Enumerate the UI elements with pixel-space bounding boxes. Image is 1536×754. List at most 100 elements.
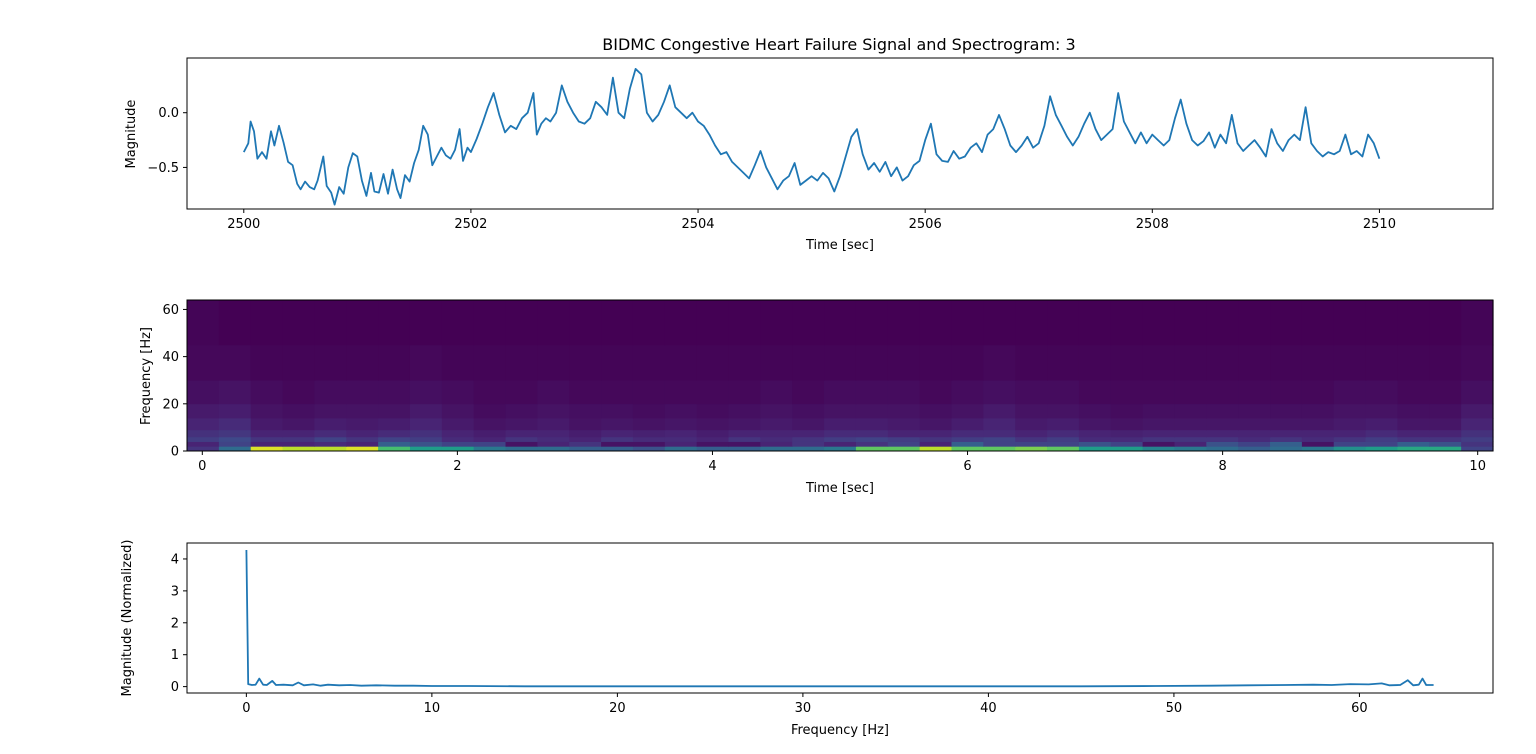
spectrogram-cell bbox=[760, 436, 793, 442]
spectrogram-cell bbox=[1110, 446, 1144, 452]
spectrogram-cell bbox=[1397, 446, 1430, 452]
spectrogram-cell bbox=[1015, 403, 1048, 419]
spectrogram-cell bbox=[1110, 380, 1144, 405]
spectrogram-cell bbox=[664, 446, 698, 452]
spectrogram-cell bbox=[473, 436, 507, 442]
spectrogram-cell bbox=[728, 446, 761, 452]
spectrogram-cell bbox=[569, 344, 602, 381]
spectrogram-cell bbox=[441, 446, 475, 452]
spectrogram-cell bbox=[314, 441, 347, 447]
spectrogram-cell bbox=[1206, 403, 1239, 419]
spectrogram-cell bbox=[664, 417, 698, 431]
spectrogram-cell bbox=[728, 344, 761, 381]
spectrogram-cell bbox=[824, 429, 857, 438]
spectrogram-cell bbox=[664, 380, 698, 405]
spectrogram-xlabel: Time [sec] bbox=[805, 481, 874, 496]
spectrogram-cell bbox=[346, 417, 379, 431]
spectrogram-cell bbox=[473, 446, 507, 452]
spectrogram-cell bbox=[1397, 436, 1430, 442]
spectrogram-cell bbox=[1333, 429, 1367, 438]
figure-title: BIDMC Congestive Heart Failure Signal an… bbox=[602, 35, 1075, 54]
spectrogram-cell bbox=[409, 403, 443, 419]
spectrogram-cell bbox=[792, 300, 825, 346]
spectrogram-cells bbox=[187, 300, 1494, 452]
spectrogram-cell bbox=[887, 380, 921, 405]
spectrogram-cell bbox=[505, 380, 538, 405]
spectrogram-cell bbox=[473, 441, 507, 447]
spectrogram-cell bbox=[1078, 403, 1112, 419]
spectrogram-cell bbox=[887, 436, 921, 442]
fft-ytick-label: 0 bbox=[171, 680, 179, 695]
spectrogram-cell bbox=[951, 403, 984, 419]
spectrogram-cell bbox=[378, 446, 411, 452]
spectrogram-cell bbox=[1206, 436, 1239, 442]
spectrogram-cell bbox=[728, 441, 761, 447]
signal-series-line bbox=[242, 68, 1381, 206]
spectrogram-cell bbox=[1397, 429, 1430, 438]
signal-xtick-label: 2506 bbox=[909, 217, 942, 232]
fft-xlabel: Frequency [Hz] bbox=[791, 723, 889, 738]
spectrogram-cell bbox=[409, 344, 443, 381]
spectrogram-cell bbox=[1461, 429, 1494, 438]
spectrogram-cell bbox=[1301, 403, 1335, 419]
spectrogram-cell bbox=[282, 344, 316, 381]
spectrogram-cell bbox=[282, 441, 316, 447]
spectrogram-cell bbox=[1270, 446, 1303, 452]
spectrogram-cell bbox=[824, 446, 857, 452]
spectrogram-cell bbox=[855, 429, 889, 438]
fft-plot-area bbox=[187, 543, 1493, 693]
spectrogram-cell bbox=[855, 380, 889, 405]
spectrogram-cell bbox=[1301, 380, 1335, 405]
spectrogram-cell bbox=[187, 300, 220, 346]
spectrogram-cell bbox=[218, 403, 252, 419]
spectrogram-cell bbox=[601, 300, 634, 346]
spectrogram-cell bbox=[1238, 380, 1271, 405]
spectrogram-cell bbox=[1078, 344, 1112, 381]
spectrogram-cell bbox=[855, 344, 889, 381]
spectrogram-cell bbox=[378, 429, 411, 438]
spectrogram-cell bbox=[1174, 436, 1207, 442]
spectrogram-cell bbox=[1270, 403, 1303, 419]
spectrogram-cell bbox=[378, 300, 411, 346]
spectrogram-cell bbox=[760, 380, 793, 405]
spectrogram-cell bbox=[314, 344, 347, 381]
spectrogram-cell bbox=[1270, 441, 1303, 447]
spectrogram-cell bbox=[505, 441, 538, 447]
spectrogram-cell bbox=[1429, 446, 1462, 452]
spectrogram-cell bbox=[346, 403, 379, 419]
spectrogram-xtick-label: 8 bbox=[1218, 459, 1226, 474]
fft-frame bbox=[186, 542, 1494, 694]
spectrogram-cell bbox=[218, 441, 252, 447]
spectrogram-cell bbox=[187, 380, 220, 405]
spectrogram-cell bbox=[537, 344, 570, 381]
fft-xtick-label: 30 bbox=[795, 701, 812, 716]
spectrogram-cell bbox=[1429, 403, 1462, 419]
spectrogram-cell bbox=[632, 417, 666, 431]
spectrogram-cell bbox=[951, 380, 984, 405]
spectrogram-cell bbox=[378, 403, 411, 419]
spectrogram-cell bbox=[441, 441, 475, 447]
spectrogram-cell bbox=[1078, 441, 1112, 447]
spectrogram-cell bbox=[378, 344, 411, 381]
spectrogram-cell bbox=[1142, 300, 1176, 346]
signal-xtick-label: 2502 bbox=[454, 217, 487, 232]
fft-xtick-label: 40 bbox=[980, 701, 997, 716]
spectrogram-cell bbox=[1015, 446, 1048, 452]
spectrogram-cell bbox=[473, 300, 507, 346]
spectrogram-cell bbox=[1365, 429, 1399, 438]
spectrogram-cell bbox=[409, 429, 443, 438]
spectrogram-cell bbox=[664, 429, 698, 438]
spectrogram-cell bbox=[1429, 429, 1462, 438]
spectrogram-cell bbox=[569, 441, 602, 447]
spectrogram-cell bbox=[951, 300, 984, 346]
spectrogram-cell bbox=[282, 300, 316, 346]
spectrogram-cell bbox=[282, 380, 316, 405]
fft-ytick-label: 2 bbox=[171, 616, 179, 631]
spectrogram-cell bbox=[1397, 403, 1430, 419]
fft-series-line bbox=[245, 549, 1434, 688]
spectrogram-cell bbox=[951, 344, 984, 381]
spectrogram-cell bbox=[1365, 417, 1399, 431]
spectrogram-cell bbox=[632, 300, 666, 346]
spectrogram-cell bbox=[1238, 441, 1271, 447]
spectrogram-cell bbox=[314, 300, 347, 346]
